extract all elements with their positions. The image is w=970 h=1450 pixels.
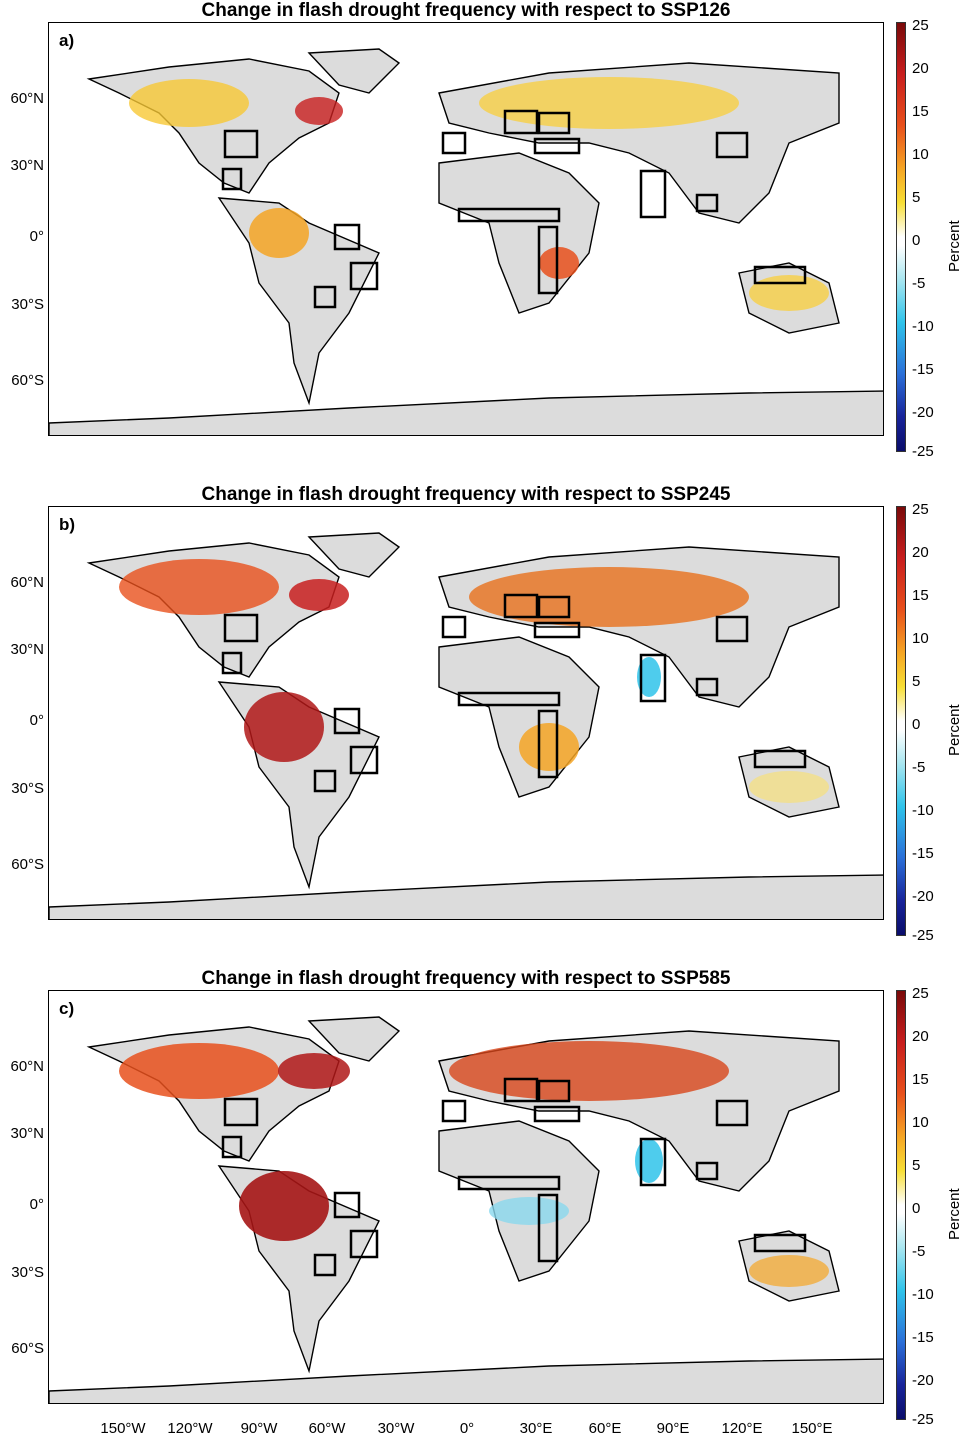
panel-title: Change in flash drought frequency with r… [201,484,731,505]
colorbar-tick: -15 [912,845,934,862]
colorbar-label: Percent [946,1188,963,1240]
colorbar-tick: -20 [912,1372,934,1389]
colorbar-tick: 0 [912,716,921,733]
lon-label-90e: 90°E [656,1420,690,1437]
panel-b: Change in flash drought frequency with r… [0,484,970,966]
colorbar-tick: 15 [912,1071,929,1088]
lat-label-60s: 60°S [11,372,44,389]
colorbar-tick: -15 [912,361,934,378]
panel-tag: c) [59,999,75,1018]
lon-label-60e: 60°E [588,1420,622,1437]
lon-label-150e: 150°E [791,1420,833,1437]
colorbar-label: Percent [946,704,963,756]
colorbar-tick: -5 [912,275,926,292]
lat-label-0: 0° [29,1196,44,1213]
panel-tag: a) [59,31,75,50]
lat-label-30n: 30°N [10,641,44,658]
colorbar-tick: 5 [912,673,921,690]
lon-label-120e: 120°E [721,1420,763,1437]
colorbar-tick: -5 [912,1243,926,1260]
region-boxes [221,109,807,309]
panel-tag: b) [59,515,76,534]
drought-change-fill [119,1041,829,1287]
colorbar-tick: 0 [912,232,921,249]
north-america [86,58,340,194]
lon-label-90w: 90°W [240,1420,278,1437]
colorbar-tick: 20 [912,1028,929,1045]
colorbar-tick: 5 [912,1157,921,1174]
colorbar-tick: 25 [912,985,929,1002]
colorbar-tick: -25 [912,443,934,460]
lon-label-120w: 120°W [167,1420,213,1437]
lat-label-60s: 60°S [11,856,44,873]
lat-label-30s: 30°S [11,780,44,797]
colorbar-tick: 10 [912,1114,929,1131]
colorbar-tick: -20 [912,404,934,421]
colorbar-tick: 5 [912,189,921,206]
colorbar-tick: 0 [912,1200,921,1217]
colorbar-tick: -5 [912,759,926,776]
lat-label-30n: 30°N [10,1125,44,1142]
region-boxes [221,1077,807,1277]
colorbar-tick: 15 [912,103,929,120]
antarctica [49,1358,883,1403]
lon-label-150w: 150°W [100,1420,146,1437]
colorbar-tick: 25 [912,17,929,34]
colorbar-tick: -10 [912,1286,934,1303]
colorbar [896,506,906,936]
africa [438,152,600,314]
world-map [49,532,883,919]
colorbar-tick: -10 [912,802,934,819]
greenland [307,48,401,94]
lat-label-60n: 60°N [10,90,44,107]
panel-c: Change in flash drought frequency with r… [0,968,970,1450]
region-boxes [221,593,807,793]
map-frame: b) [48,506,884,920]
colorbar-tick: 10 [912,146,929,163]
antarctica [49,390,883,435]
colorbar-tick: 25 [912,501,929,518]
colorbar-tick: -10 [912,318,934,335]
colorbar-tick: -25 [912,1411,934,1428]
greenland [307,532,401,578]
antarctica [49,874,883,919]
lon-label-30w: 30°W [377,1420,415,1437]
lon-label-0: 0° [459,1420,475,1437]
lat-label-30n: 30°N [10,157,44,174]
greenland [307,1016,401,1062]
world-map [49,1016,883,1403]
colorbar-tick: 15 [912,587,929,604]
colorbar-tick: -25 [912,927,934,944]
lon-label-30e: 30°E [519,1420,553,1437]
lat-label-30s: 30°S [11,296,44,313]
panel-a: Change in flash drought frequency with r… [0,0,970,482]
lon-label-60w: 60°W [308,1420,346,1437]
colorbar-label: Percent [946,220,963,272]
colorbar-tick: 20 [912,60,929,77]
lat-label-60n: 60°N [10,574,44,591]
africa [438,636,600,798]
colorbar-tick: 20 [912,544,929,561]
lat-label-30s: 30°S [11,1264,44,1281]
panel-title: Change in flash drought frequency with r… [201,0,731,21]
colorbar-tick: -20 [912,888,934,905]
drought-change-fill [119,559,829,803]
colorbar [896,990,906,1420]
lat-label-60s: 60°S [11,1340,44,1357]
colorbar-tick: 10 [912,630,929,647]
map-frame: c) [48,990,884,1404]
lat-label-0: 0° [29,712,44,729]
lat-label-60n: 60°N [10,1058,44,1075]
lat-label-0: 0° [29,228,44,245]
world-map [49,48,883,435]
colorbar-tick: -15 [912,1329,934,1346]
map-frame: a) [48,22,884,436]
colorbar [896,22,906,452]
panel-title: Change in flash drought frequency with r… [201,968,731,989]
